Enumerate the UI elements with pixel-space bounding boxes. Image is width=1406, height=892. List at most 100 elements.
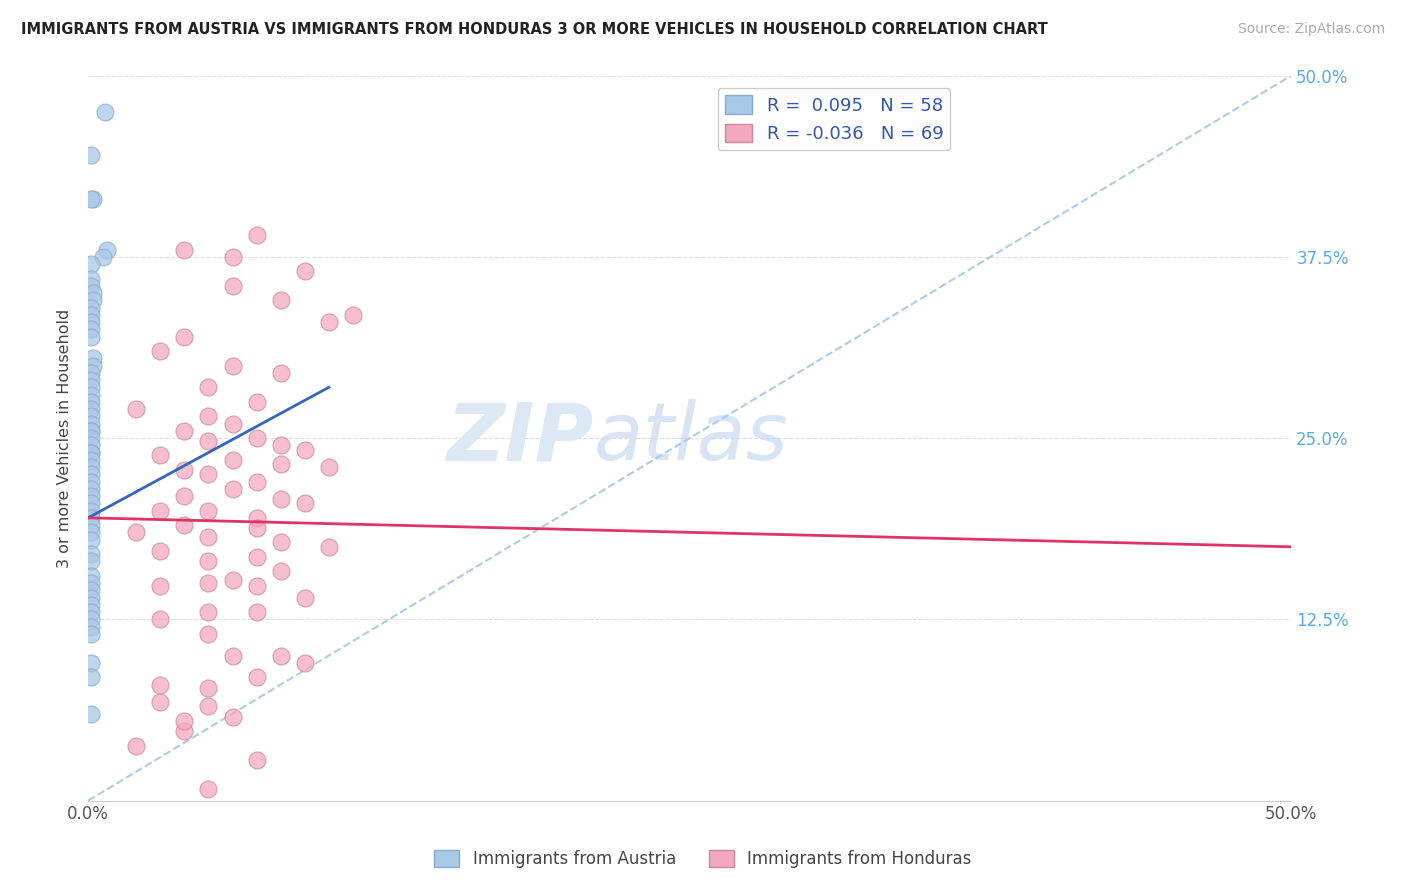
Point <box>221 417 243 431</box>
Point <box>79 525 101 540</box>
Point <box>221 648 243 663</box>
Point <box>79 533 101 547</box>
Point <box>246 753 269 767</box>
Point <box>246 670 269 684</box>
Point <box>221 452 243 467</box>
Point <box>318 315 340 329</box>
Text: Source: ZipAtlas.com: Source: ZipAtlas.com <box>1237 22 1385 37</box>
Point <box>79 148 101 162</box>
Point <box>82 192 104 206</box>
Point <box>79 394 101 409</box>
Point <box>79 366 101 380</box>
Point <box>79 271 101 285</box>
Point <box>79 656 101 670</box>
Point <box>246 394 269 409</box>
Point <box>173 424 195 438</box>
Point <box>79 569 101 583</box>
Point <box>294 496 316 510</box>
Point <box>149 544 172 558</box>
Point <box>197 681 219 695</box>
Point <box>173 724 195 739</box>
Point <box>294 264 316 278</box>
Point <box>149 579 172 593</box>
Point <box>197 380 219 394</box>
Point <box>270 293 292 308</box>
Point <box>197 503 219 517</box>
Point <box>197 699 219 714</box>
Point <box>270 366 292 380</box>
Point <box>79 445 101 459</box>
Point <box>79 467 101 482</box>
Point <box>79 576 101 591</box>
Point <box>221 359 243 373</box>
Point <box>125 525 148 540</box>
Point <box>197 605 219 619</box>
Point <box>79 518 101 533</box>
Point <box>270 535 292 549</box>
Point <box>79 438 101 452</box>
Point <box>173 329 195 343</box>
Point <box>79 452 101 467</box>
Point <box>149 449 172 463</box>
Point <box>197 576 219 591</box>
Point <box>79 612 101 626</box>
Legend: Immigrants from Austria, Immigrants from Honduras: Immigrants from Austria, Immigrants from… <box>427 843 979 875</box>
Point <box>79 547 101 561</box>
Point <box>149 344 172 359</box>
Point <box>79 706 101 721</box>
Point <box>246 579 269 593</box>
Point <box>79 373 101 387</box>
Point <box>82 351 104 366</box>
Point <box>149 695 172 709</box>
Point <box>246 521 269 535</box>
Point <box>270 457 292 471</box>
Point <box>270 491 292 506</box>
Point <box>342 308 364 322</box>
Point <box>173 518 195 533</box>
Point <box>94 104 117 119</box>
Point <box>79 670 101 684</box>
Point <box>197 434 219 448</box>
Point <box>79 511 101 525</box>
Point <box>79 475 101 489</box>
Point <box>149 503 172 517</box>
Text: IMMIGRANTS FROM AUSTRIA VS IMMIGRANTS FROM HONDURAS 3 OR MORE VEHICLES IN HOUSEH: IMMIGRANTS FROM AUSTRIA VS IMMIGRANTS FR… <box>21 22 1047 37</box>
Point <box>79 402 101 417</box>
Point <box>318 540 340 554</box>
Point <box>79 482 101 496</box>
Point <box>91 250 114 264</box>
Point <box>270 565 292 579</box>
Point <box>79 301 101 315</box>
Point <box>246 511 269 525</box>
Point <box>221 278 243 293</box>
Legend: R =  0.095   N = 58, R = -0.036   N = 69: R = 0.095 N = 58, R = -0.036 N = 69 <box>718 88 950 151</box>
Point <box>79 445 101 459</box>
Point <box>79 583 101 598</box>
Y-axis label: 3 or more Vehicles in Household: 3 or more Vehicles in Household <box>58 309 72 567</box>
Point <box>173 714 195 728</box>
Point <box>79 380 101 394</box>
Point <box>221 482 243 496</box>
Point <box>173 463 195 477</box>
Point <box>79 627 101 641</box>
Point <box>79 605 101 619</box>
Point <box>82 293 104 308</box>
Point <box>79 460 101 475</box>
Point <box>294 656 316 670</box>
Point <box>270 648 292 663</box>
Point <box>79 417 101 431</box>
Point <box>82 359 104 373</box>
Point <box>79 591 101 605</box>
Point <box>246 475 269 489</box>
Point <box>246 549 269 564</box>
Point <box>197 409 219 424</box>
Point <box>82 286 104 301</box>
Point <box>149 612 172 626</box>
Point <box>79 431 101 445</box>
Point <box>221 250 243 264</box>
Point <box>125 402 148 417</box>
Point <box>79 322 101 336</box>
Point <box>173 243 195 257</box>
Text: ZIP: ZIP <box>446 399 593 477</box>
Point <box>221 573 243 587</box>
